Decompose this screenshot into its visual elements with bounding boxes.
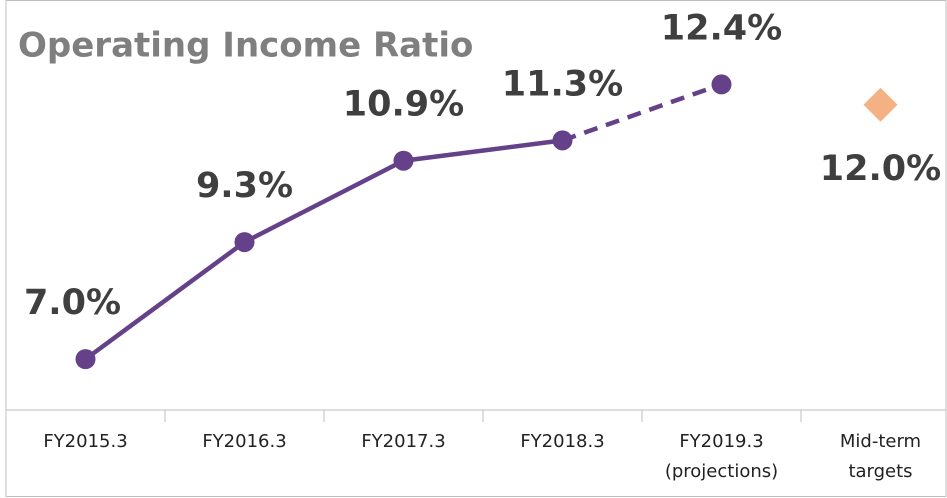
line: [84, 138, 563, 361]
data-label: 12.0%: [820, 149, 941, 189]
data-label: 11.3%: [502, 64, 623, 104]
marker: [75, 349, 96, 370]
x-tick-label: FY2016.3: [202, 431, 286, 452]
x-tick-label: FY2019.3 (projections): [665, 431, 778, 482]
data-label: 7.0%: [24, 283, 121, 323]
x-tick-label: FY2015.3: [43, 431, 127, 452]
marker: [552, 130, 573, 151]
data-label: 10.9%: [343, 85, 464, 125]
frame: [5, 0, 947, 497]
x-tick-label: Mid-term targets: [840, 431, 921, 482]
chart-title: Operating Income Ratio: [18, 26, 473, 66]
line: [561, 82, 723, 143]
x-tick-label: FY2018.3: [520, 431, 604, 452]
marker: [863, 87, 898, 122]
data-label: 12.4%: [661, 8, 782, 48]
marker: [234, 232, 255, 253]
marker: [711, 74, 732, 95]
x-tick-label: FY2017.3: [361, 431, 445, 452]
marker: [393, 150, 414, 171]
data-label: 9.3%: [196, 166, 293, 206]
